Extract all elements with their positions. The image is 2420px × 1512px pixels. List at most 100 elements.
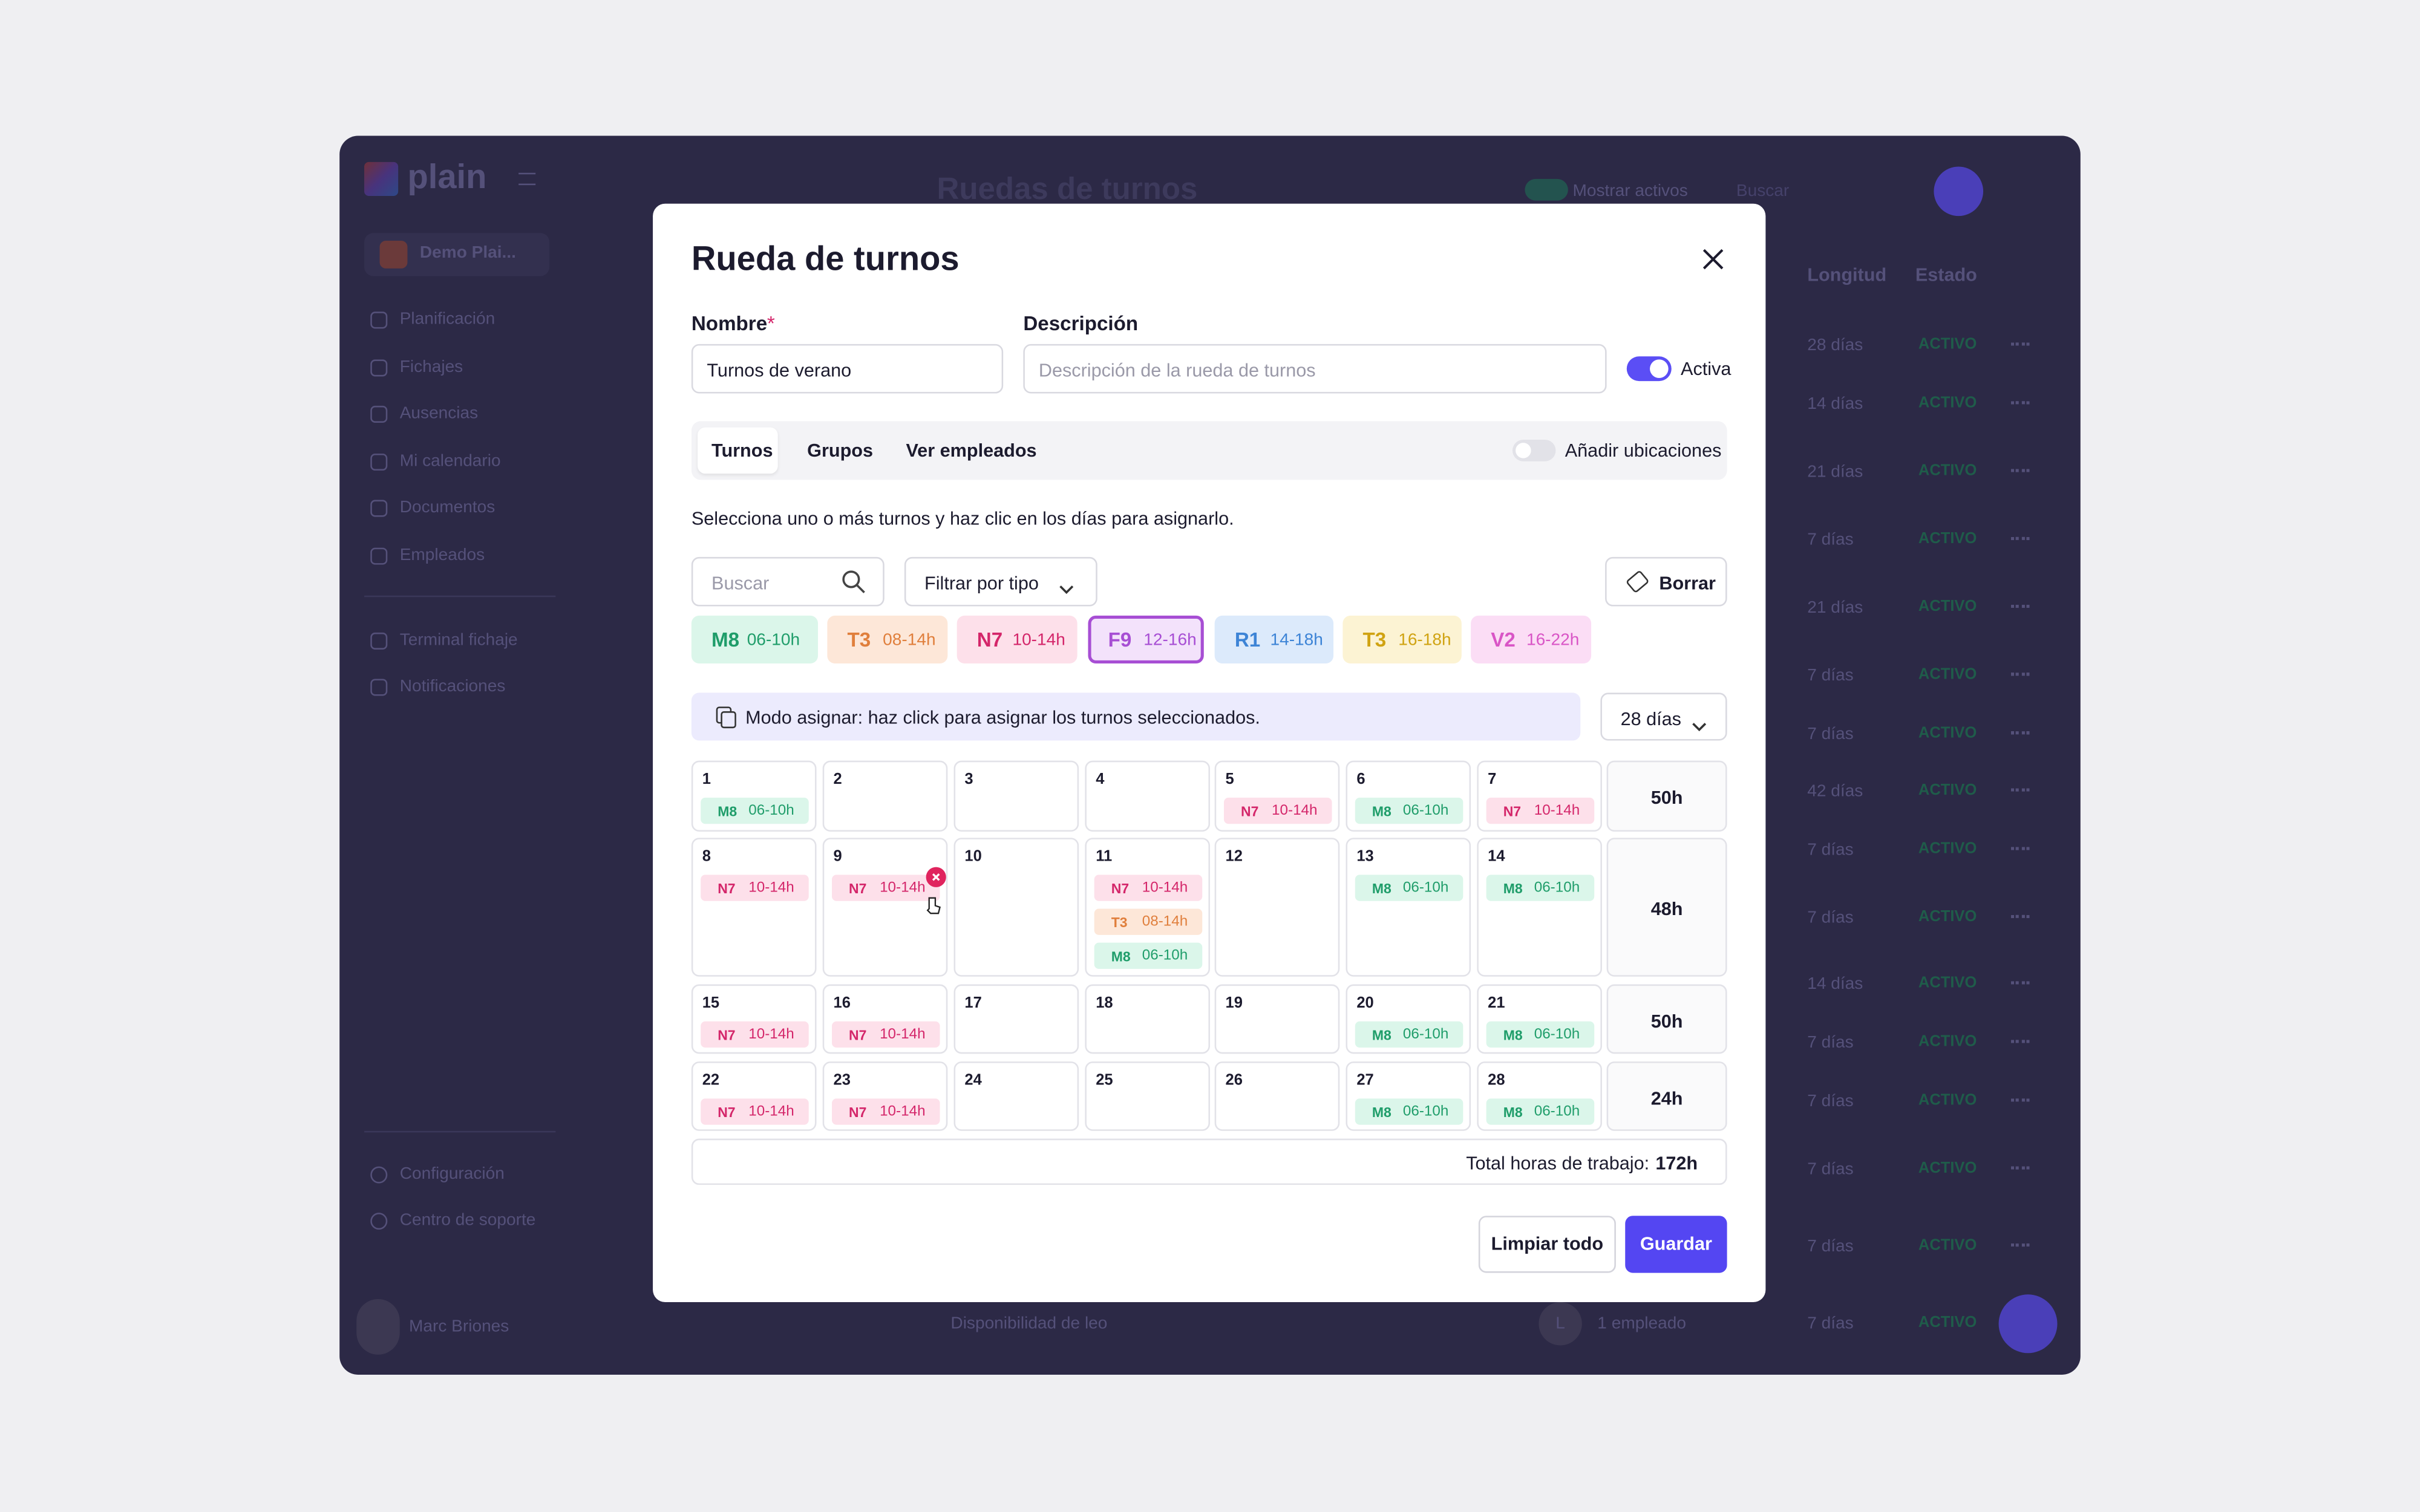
nav-item[interactable]: Documentos xyxy=(399,498,495,517)
row-menu[interactable] xyxy=(2010,981,2030,987)
day-cell[interactable]: 28 M8 06-10h xyxy=(1477,1061,1602,1131)
day-cell[interactable]: 14 M8 06-10h xyxy=(1477,838,1602,977)
shift-chip: M8 06-10h xyxy=(1355,1098,1463,1125)
search-input[interactable]: Buscar xyxy=(691,556,885,607)
row-length: 7 días xyxy=(1807,530,1854,550)
row-status: ACTIVO xyxy=(1918,1160,1977,1178)
name-input[interactable]: Turnos de verano xyxy=(691,344,1004,394)
day-cell[interactable]: 26 xyxy=(1214,1061,1340,1131)
total-value: 50h xyxy=(1650,1009,1683,1032)
day-cell[interactable]: 6 M8 06-10h xyxy=(1346,760,1471,832)
search: Buscar xyxy=(1736,182,1790,201)
day-number: 14 xyxy=(1488,849,1505,866)
row-menu[interactable] xyxy=(2010,673,2030,679)
day-cell[interactable]: 24 xyxy=(953,1061,1079,1131)
row-status: ACTIVO xyxy=(1918,1092,1977,1110)
shift-code: F9 xyxy=(1108,627,1132,651)
nav-item[interactable]: Configuración xyxy=(399,1165,505,1184)
nav-item[interactable]: Empleados xyxy=(399,546,485,565)
chip-time: 10-14h xyxy=(748,1102,794,1119)
reset-button[interactable]: Limpiar todo xyxy=(1478,1216,1616,1273)
row-menu[interactable] xyxy=(2010,605,2030,611)
day-cell[interactable]: 17 xyxy=(953,984,1079,1054)
filter-select[interactable]: Filtrar por tipo xyxy=(904,556,1097,607)
day-cell[interactable]: 25 xyxy=(1085,1061,1210,1131)
nav-item[interactable]: Notificaciones xyxy=(399,677,506,696)
nav-item[interactable]: Terminal fichaje xyxy=(399,631,518,650)
day-cell[interactable]: 16 N7 10-14h xyxy=(822,984,948,1054)
day-cell[interactable]: 9 N7 10-14h xyxy=(822,838,948,977)
day-cell[interactable]: 11 N7 10-14h T3 08-14h M8 06-10h xyxy=(1085,838,1210,977)
row-menu[interactable] xyxy=(2010,731,2030,737)
shift-option[interactable]: V2 16-22h xyxy=(1471,615,1592,663)
shift-option[interactable]: M8 06-10h xyxy=(691,615,819,663)
chip-code: M8 xyxy=(1372,880,1392,896)
save-button[interactable]: Guardar xyxy=(1625,1216,1727,1273)
day-cell[interactable]: 5 N7 10-14h xyxy=(1214,760,1340,832)
day-cell[interactable]: 21 M8 06-10h xyxy=(1477,984,1602,1054)
day-cell[interactable]: 8 N7 10-14h xyxy=(691,838,817,977)
shift-option[interactable]: R1 14-18h xyxy=(1214,615,1334,663)
shift-chip: M8 06-10h xyxy=(1486,1021,1595,1048)
day-cell[interactable]: 3 xyxy=(953,760,1079,832)
close-icon xyxy=(1702,249,1724,270)
day-number: 2 xyxy=(833,771,842,789)
week-total: 50h xyxy=(1606,760,1727,832)
select-label: 28 días xyxy=(1620,707,1682,729)
row-status: ACTIVO xyxy=(1918,336,1977,354)
chip-time: 10-14h xyxy=(880,1025,926,1043)
description-input[interactable]: Descripción de la rueda de turnos xyxy=(1023,344,1607,394)
day-cell[interactable]: 18 xyxy=(1085,984,1210,1054)
row-menu[interactable] xyxy=(2010,914,2030,921)
day-cell[interactable]: 1 M8 06-10h xyxy=(691,760,817,832)
day-cell[interactable]: 12 xyxy=(1214,838,1340,977)
row-menu[interactable] xyxy=(2010,1166,2030,1173)
day-cell[interactable]: 13 M8 06-10h xyxy=(1346,838,1471,977)
row-menu[interactable] xyxy=(2010,469,2030,475)
shift-option[interactable]: T3 08-14h xyxy=(827,615,948,663)
row-menu[interactable] xyxy=(2010,847,2030,853)
remove-chip[interactable] xyxy=(926,867,946,887)
shift-option[interactable]: F9 12-16h xyxy=(1088,615,1204,663)
week-total: 48h xyxy=(1606,838,1727,977)
nav-item[interactable]: Mi calendario xyxy=(399,452,501,471)
nav-icon xyxy=(370,405,388,423)
close-button[interactable] xyxy=(1701,247,1725,272)
day-number: 15 xyxy=(702,995,720,1012)
row-status: ACTIVO xyxy=(1918,530,1977,548)
day-cell[interactable]: 15 N7 10-14h xyxy=(691,984,817,1054)
day-cell[interactable]: 10 xyxy=(953,838,1079,977)
add-button[interactable] xyxy=(1934,166,1984,217)
nav-item[interactable]: Centro de soporte xyxy=(399,1211,536,1230)
row-menu[interactable] xyxy=(2010,1098,2030,1104)
day-cell[interactable]: 19 xyxy=(1214,984,1340,1054)
row-menu[interactable] xyxy=(2010,536,2030,543)
tab[interactable]: Grupos xyxy=(807,440,874,461)
shift-option[interactable]: T3 16-18h xyxy=(1342,615,1462,663)
day-cell[interactable]: 27 M8 06-10h xyxy=(1346,1061,1471,1131)
chip-time: 10-14h xyxy=(1142,878,1188,896)
row-menu[interactable] xyxy=(2010,342,2030,348)
day-cell[interactable]: 20 M8 06-10h xyxy=(1346,984,1471,1054)
row-menu[interactable] xyxy=(2010,1040,2030,1046)
shift-chip: N7 10-14h xyxy=(1094,875,1203,901)
clear-button[interactable]: Borrar xyxy=(1605,556,1727,607)
tab[interactable]: Turnos xyxy=(711,440,773,461)
day-cell[interactable]: 22 N7 10-14h xyxy=(691,1061,817,1131)
tab[interactable]: Ver empleados xyxy=(906,440,1037,461)
day-cell[interactable]: 4 xyxy=(1085,760,1210,832)
row-menu[interactable] xyxy=(2010,788,2030,795)
nav-item[interactable]: Fichajes xyxy=(399,357,463,377)
row-menu[interactable] xyxy=(2010,401,2030,407)
day-cell[interactable]: 23 N7 10-14h xyxy=(822,1061,948,1131)
length-select[interactable]: 28 días xyxy=(1600,692,1727,741)
chip-code: N7 xyxy=(718,880,736,896)
nav-item[interactable]: Ausencias xyxy=(399,404,479,423)
row-length: 7 días xyxy=(1807,666,1854,685)
chat-button[interactable] xyxy=(1998,1294,2058,1354)
day-cell[interactable]: 2 xyxy=(822,760,948,832)
nav-item[interactable]: Planificación xyxy=(399,310,495,329)
day-cell[interactable]: 7 N7 10-14h xyxy=(1477,760,1602,832)
row-menu[interactable] xyxy=(2010,1243,2030,1250)
shift-option[interactable]: N7 10-14h xyxy=(957,615,1078,663)
